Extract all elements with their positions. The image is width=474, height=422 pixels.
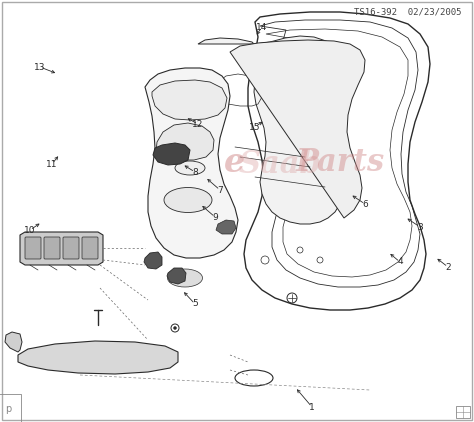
Text: 15: 15 <box>249 122 261 132</box>
Text: 7: 7 <box>217 186 223 195</box>
Ellipse shape <box>167 269 202 287</box>
Text: 4: 4 <box>397 257 403 267</box>
Text: Parts: Parts <box>295 146 384 178</box>
Polygon shape <box>153 143 190 165</box>
Polygon shape <box>230 40 365 218</box>
FancyBboxPatch shape <box>44 237 60 259</box>
Polygon shape <box>156 123 214 160</box>
Polygon shape <box>18 341 178 374</box>
Text: 14: 14 <box>256 22 268 32</box>
Text: Saab: Saab <box>238 149 321 179</box>
Polygon shape <box>20 232 103 265</box>
Text: 5: 5 <box>192 300 198 308</box>
Text: 9: 9 <box>212 213 218 222</box>
Text: 10: 10 <box>24 225 36 235</box>
Polygon shape <box>216 220 236 234</box>
Polygon shape <box>145 68 238 258</box>
Polygon shape <box>144 252 162 269</box>
Circle shape <box>173 327 176 330</box>
Ellipse shape <box>164 187 212 213</box>
Text: 3: 3 <box>417 222 423 232</box>
Text: 1: 1 <box>309 403 315 411</box>
Text: e: e <box>224 146 246 179</box>
Text: p: p <box>5 404 11 414</box>
Text: 13: 13 <box>34 62 46 71</box>
Text: 6: 6 <box>362 200 368 208</box>
FancyBboxPatch shape <box>25 237 41 259</box>
Polygon shape <box>198 36 348 224</box>
FancyBboxPatch shape <box>63 237 79 259</box>
Polygon shape <box>152 80 227 120</box>
Text: 11: 11 <box>46 160 58 168</box>
Polygon shape <box>5 332 22 352</box>
Text: 12: 12 <box>192 119 204 129</box>
FancyBboxPatch shape <box>82 237 98 259</box>
Text: TS16-392  02/23/2005: TS16-392 02/23/2005 <box>355 7 462 16</box>
Text: 8: 8 <box>192 168 198 176</box>
Polygon shape <box>167 268 186 284</box>
Text: 2: 2 <box>445 262 451 271</box>
Ellipse shape <box>175 161 205 175</box>
